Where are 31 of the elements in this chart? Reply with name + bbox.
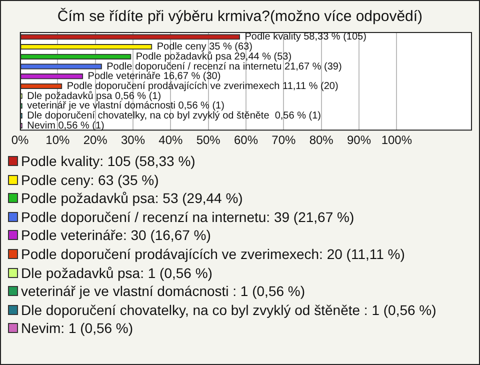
text: Dle doporučení chovatelky, na co byl zvyklý od štěněte : 1 (0,56 %) xyxy=(20,300,436,320)
x-tick-label: 50% xyxy=(196,133,221,148)
category-label: Podle doporučení prodávajících ve zverimexech 11,11 % (20) xyxy=(66,80,338,92)
category-label: Podle doporučení / recenzí na internetu 21,67 % (39) xyxy=(106,61,342,72)
category-label: veterinář je ve vlastní domácnosti 0,56 % (1) xyxy=(27,100,224,112)
category-label: Podle požadavků psa 29,44 % (53) xyxy=(136,51,292,62)
text: Podle kvality: 105 (58,33 %) xyxy=(20,152,196,171)
x-tick-label: 80% xyxy=(309,133,334,148)
text: Podle doporučení prodávajících ve zverimexech: 20 (11,11 %) xyxy=(20,244,406,264)
x-tick-label: 60% xyxy=(234,133,258,148)
text: Podle požadavků psa: 53 (29,44 %) xyxy=(20,189,244,208)
text: Podle ceny: 63 (35 %) xyxy=(20,170,160,190)
text: Podle veterináře: 30 (16,67 %) xyxy=(20,226,212,245)
x-tick-label: 90% xyxy=(346,133,372,148)
x-tick-label: 30% xyxy=(120,133,146,148)
chart-title: Čím se řídíte při výběru krmiva?(možno více odpovědí) xyxy=(56,8,424,25)
text: Nevim: 1 (0,56 %) xyxy=(20,319,134,338)
category-label: Podle ceny 35 % (63) xyxy=(156,42,252,53)
text: Podle doporučení / recenzí na internetu: 39 (21,67 %) xyxy=(20,208,356,226)
x-tick-label: 20% xyxy=(83,133,108,148)
x-tick-label: 40% xyxy=(158,133,183,148)
category-label: Dle doporučení chovatelky, na co byl zvyklý od štěněte 0,56 % (1) xyxy=(27,110,321,122)
x-tick-label: 100% xyxy=(381,133,412,148)
category-label: Podle veterináře 16,67 % (30) xyxy=(88,71,221,82)
text: veterinář je ve vlastní domácnosti : 1 (0,56 %) xyxy=(20,282,306,301)
x-tick-label: 0% xyxy=(11,133,29,148)
x-tick-label: 10% xyxy=(46,133,70,148)
x-tick-label: 70% xyxy=(272,133,296,148)
category-label: Nevim 0,56 % (1) xyxy=(27,120,104,132)
text: Dle požadavků psa: 1 (0,56 %) xyxy=(20,264,214,282)
category-label: Dle požadavků psa 0,56 % (1) xyxy=(27,90,162,102)
